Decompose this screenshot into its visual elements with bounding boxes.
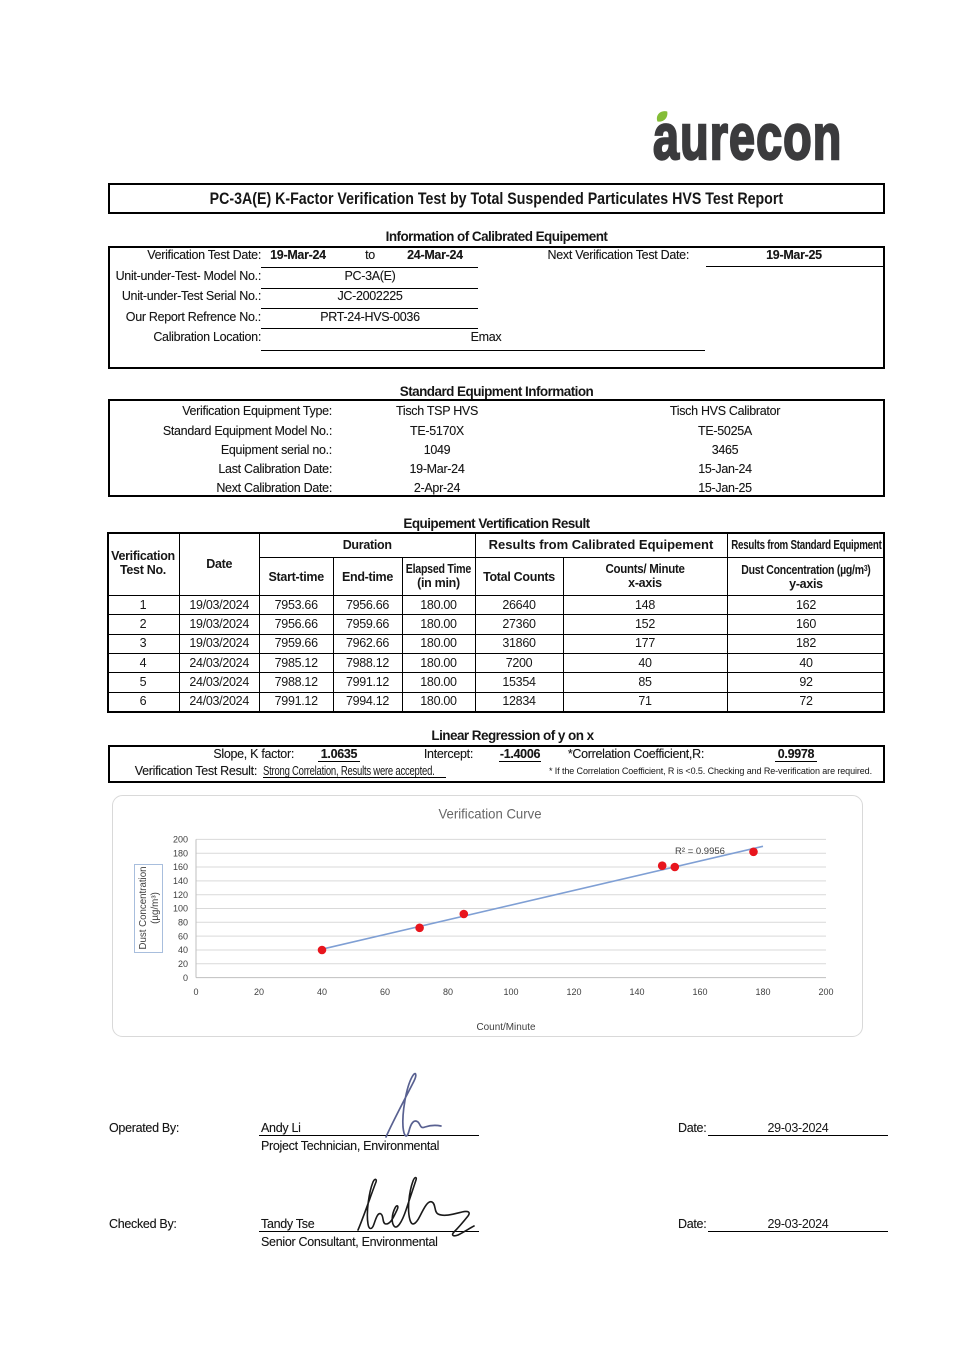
svg-text:80: 80: [178, 918, 188, 928]
svg-text:120: 120: [173, 890, 188, 900]
svg-text:80: 80: [443, 987, 453, 997]
svg-text:200: 200: [818, 987, 833, 997]
svg-text:120: 120: [566, 987, 581, 997]
svg-text:180: 180: [755, 987, 770, 997]
svg-text:Count/Minute: Count/Minute: [477, 1022, 536, 1033]
svg-text:0: 0: [193, 987, 198, 997]
svg-text:100: 100: [503, 987, 518, 997]
svg-text:100: 100: [173, 904, 188, 914]
svg-text:R² = 0.9956: R² = 0.9956: [675, 846, 725, 857]
svg-text:40: 40: [178, 945, 188, 955]
svg-text:40: 40: [317, 987, 327, 997]
svg-text:20: 20: [254, 987, 264, 997]
svg-text:140: 140: [629, 987, 644, 997]
svg-text:Verification Curve: Verification Curve: [439, 806, 542, 822]
svg-text:0: 0: [183, 973, 188, 983]
svg-text:Dust Concentration: Dust Concentration: [138, 867, 149, 950]
svg-text:140: 140: [173, 876, 188, 886]
svg-text:180: 180: [173, 848, 188, 858]
svg-text:160: 160: [173, 862, 188, 872]
svg-text:200: 200: [173, 835, 188, 845]
svg-text:160: 160: [692, 987, 707, 997]
svg-text:60: 60: [178, 931, 188, 941]
svg-text:60: 60: [380, 987, 390, 997]
svg-text:20: 20: [178, 959, 188, 969]
svg-text:(µg/m³): (µg/m³): [150, 892, 161, 924]
